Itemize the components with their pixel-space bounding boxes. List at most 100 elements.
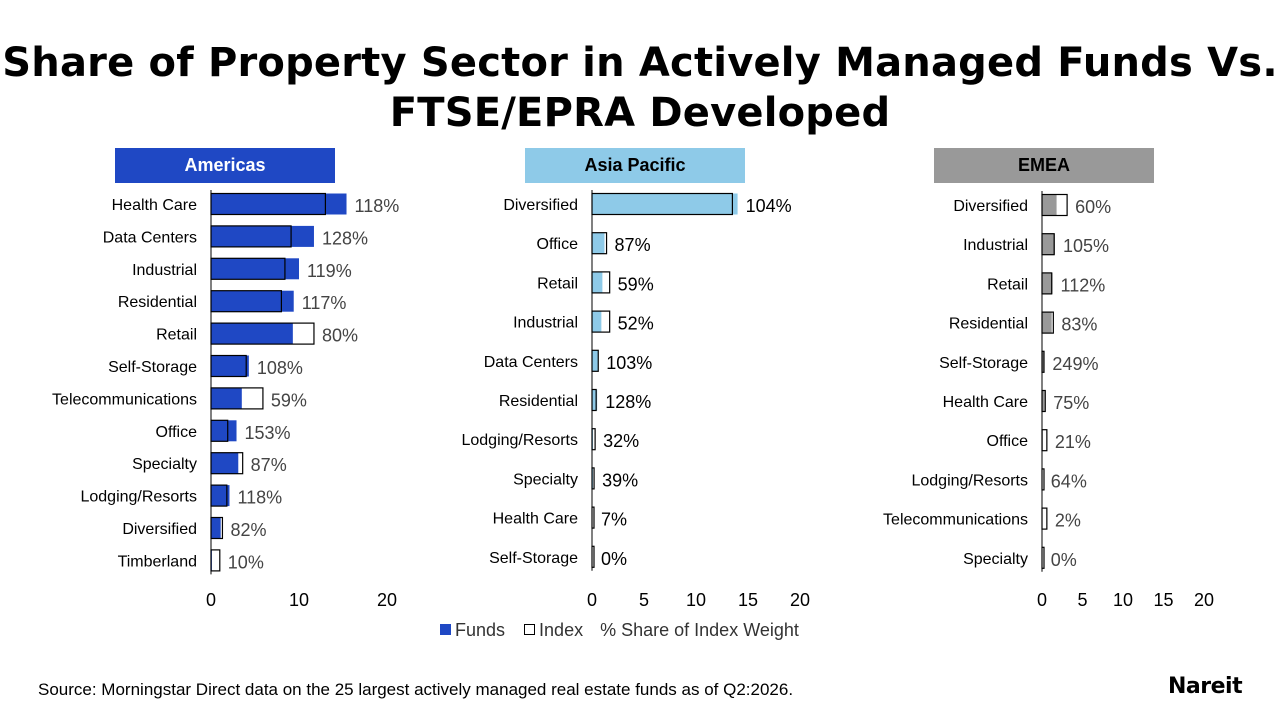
legend-funds-swatch	[440, 624, 451, 635]
funds-bar-specialty	[211, 452, 239, 474]
ratio-label-retail: 59%	[618, 274, 654, 294]
index-bar-lodging-resorts	[210, 484, 228, 507]
index-bar-self-storage	[210, 354, 247, 378]
category-label-data-centers: Data Centers	[103, 229, 197, 246]
category-label-timberland: Timberland	[118, 553, 197, 570]
index-bar-residential	[210, 290, 283, 313]
category-label-health-care: Health Care	[943, 394, 1028, 411]
x-tick-label-10: 10	[289, 590, 309, 610]
index-bar-timberland	[210, 549, 221, 572]
category-label-retail: Retail	[987, 276, 1028, 293]
category-label-health-care: Health Care	[112, 197, 197, 214]
ratio-label-residential: 117%	[302, 293, 347, 313]
chart-americas: Health Care 118% Data Centers 128% Industria…	[52, 190, 400, 610]
nareit-logo: Nareit	[1168, 674, 1243, 699]
index-bar-specialty	[210, 452, 244, 475]
ratio-label-data-centers: 128%	[322, 228, 368, 248]
funds-bar-diversified	[592, 193, 738, 215]
panel-header-asia-pacific: Asia Pacific	[525, 148, 745, 183]
index-bar-health-care	[591, 506, 595, 529]
chart-emea: Diversified 60% Industrial 105% Retail 112% Re…	[883, 191, 1214, 610]
ratio-label-telecommunications: 2%	[1055, 511, 1081, 531]
ratio-label-self-storage: 108%	[257, 358, 303, 378]
ratio-label-industrial: 105%	[1063, 236, 1109, 256]
funds-bar-data-centers	[592, 350, 599, 372]
panel-asia-pacific: Asia Pacific Diversified 104% Office 87% Ret…	[420, 148, 840, 618]
ratio-label-timberland: 10%	[228, 552, 264, 572]
index-bar-residential	[1041, 311, 1054, 334]
index-bar-self-storage	[591, 545, 595, 568]
index-bar-residential	[591, 388, 597, 412]
ratio-label-specialty: 39%	[602, 470, 638, 490]
funds-bar-data-centers	[211, 225, 314, 247]
category-label-industrial: Industrial	[963, 237, 1028, 254]
index-bar-office	[1041, 429, 1048, 452]
ratio-label-residential: 83%	[1061, 315, 1097, 335]
category-label-self-storage: Self-Storage	[108, 359, 197, 376]
ratio-label-lodging-resorts: 64%	[1051, 471, 1087, 491]
chart-asia-pacific: Diversified 104% Office 87% Retail 59% Industr…	[461, 190, 810, 610]
funds-bar-lodging-resorts	[211, 485, 230, 507]
ratio-label-specialty: 87%	[251, 455, 287, 475]
index-bar-industrial	[210, 257, 286, 280]
index-bar-retail	[1041, 272, 1053, 295]
x-tick-label-5: 5	[1077, 590, 1087, 610]
funds-bar-residential	[1042, 312, 1052, 334]
funds-bar-office	[211, 420, 237, 442]
index-bar-lodging-resorts	[591, 428, 596, 451]
category-label-office: Office	[537, 236, 579, 253]
funds-bar-self-storage	[211, 355, 249, 377]
source-note: Source: Morningstar Direct data on the 2…	[38, 680, 794, 699]
funds-bar-diversified	[1042, 194, 1057, 216]
category-label-diversified: Diversified	[122, 521, 197, 538]
index-bar-specialty	[591, 467, 595, 490]
category-label-retail: Retail	[537, 275, 578, 292]
category-label-telecommunications: Telecommunications	[52, 391, 197, 408]
ratio-label-health-care: 118%	[355, 196, 400, 216]
index-bar-industrial	[591, 310, 611, 333]
funds-bar-health-care	[211, 193, 347, 215]
funds-bar-retail	[592, 271, 603, 293]
x-tick-label-5: 5	[639, 590, 649, 610]
ratio-label-health-care: 75%	[1053, 393, 1089, 413]
ratio-label-industrial: 52%	[618, 314, 654, 334]
x-tick-label-15: 15	[1153, 590, 1173, 610]
index-bar-lodging-resorts	[1041, 468, 1045, 491]
ratio-label-diversified: 60%	[1075, 197, 1111, 217]
category-label-industrial: Industrial	[513, 315, 578, 332]
ratio-label-lodging-resorts: 118%	[237, 488, 282, 508]
index-bar-health-care	[210, 192, 327, 216]
category-label-industrial: Industrial	[132, 262, 197, 279]
ratio-label-health-care: 7%	[601, 510, 627, 530]
ratio-label-self-storage: 249%	[1052, 354, 1098, 374]
ratio-label-telecommunications: 59%	[271, 390, 307, 410]
ratio-label-office: 21%	[1055, 432, 1091, 452]
ratio-label-specialty: 0%	[1051, 550, 1077, 570]
index-bar-self-storage	[1041, 350, 1045, 373]
index-bar-industrial	[1041, 233, 1055, 256]
ratio-label-diversified: 104%	[746, 196, 792, 216]
ratio-label-self-storage: 0%	[601, 549, 627, 569]
index-bar-office	[210, 419, 229, 442]
funds-bar-telecommunications	[211, 387, 242, 409]
x-tick-label-15: 15	[738, 590, 758, 610]
funds-bar-industrial	[592, 311, 602, 333]
ratio-label-retail: 112%	[1061, 275, 1106, 295]
funds-bar-retail	[1042, 272, 1053, 294]
ratio-label-diversified: 82%	[230, 520, 266, 540]
ratio-label-data-centers: 103%	[606, 353, 652, 373]
category-label-residential: Residential	[499, 393, 578, 410]
ratio-label-residential: 128%	[605, 392, 651, 412]
index-bar-office	[591, 232, 608, 255]
category-label-office: Office	[987, 433, 1029, 450]
category-label-specialty: Specialty	[963, 551, 1028, 568]
panel-americas: Americas Health Care 118% Data Centers 128%…	[0, 148, 420, 618]
chart-title: Share of Property Sector in Actively Man…	[2, 40, 1278, 136]
index-bar-diversified	[591, 192, 733, 216]
panel-header-emea: EMEA	[934, 148, 1154, 183]
funds-bar-industrial	[211, 258, 299, 280]
legend-index-swatch	[524, 624, 536, 635]
ratio-label-industrial: 119%	[307, 261, 352, 281]
funds-bar-industrial	[1042, 233, 1055, 255]
ratio-label-office: 153%	[245, 423, 291, 443]
